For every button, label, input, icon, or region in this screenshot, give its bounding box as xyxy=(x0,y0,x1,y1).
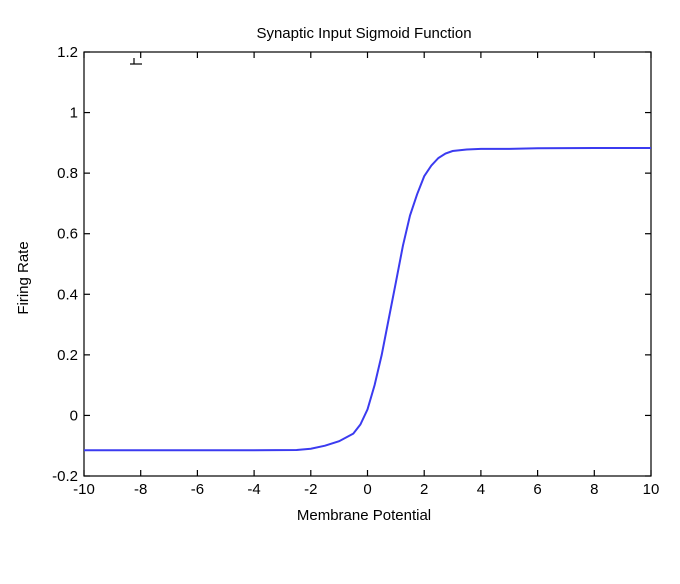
x-axis-label: Membrane Potential xyxy=(297,507,431,524)
x-tick-label: -10 xyxy=(73,481,95,498)
x-tick-label: -4 xyxy=(247,481,260,498)
y-tick-label: 0.4 xyxy=(57,286,78,303)
x-tick-label: 6 xyxy=(533,481,541,498)
y-tick-label: 0.8 xyxy=(57,165,78,182)
x-tick-label: 4 xyxy=(477,481,485,498)
x-tick-label: 10 xyxy=(643,481,660,498)
y-tick-label: 0 xyxy=(70,407,78,424)
chart-title: Synaptic Input Sigmoid Function xyxy=(256,25,471,42)
x-tick-label: 8 xyxy=(590,481,598,498)
y-tick-label: 1.2 xyxy=(57,44,78,61)
y-tick-label: 0.2 xyxy=(57,347,78,364)
y-axis-label: Firing Rate xyxy=(15,241,32,314)
y-tick-label: 1 xyxy=(70,105,78,122)
series-line xyxy=(84,147,651,452)
plot-area xyxy=(83,51,652,477)
y-tick-label: 0.6 xyxy=(57,226,78,243)
x-tick-label: -2 xyxy=(304,481,317,498)
y-tick-label: -0.2 xyxy=(52,468,78,485)
tick-labels: -10 -8 -6 -4 -2 0 2 4 6 8 10 -0.2 0 0.2 0.4 0.6 0.8 1 1.2 xyxy=(52,44,659,498)
x-tick-label: 0 xyxy=(363,481,371,498)
x-tick-label: -8 xyxy=(134,481,147,498)
x-tick-label: -6 xyxy=(191,481,204,498)
x-tick-label: 2 xyxy=(420,481,428,498)
axis-ticks xyxy=(83,51,652,477)
